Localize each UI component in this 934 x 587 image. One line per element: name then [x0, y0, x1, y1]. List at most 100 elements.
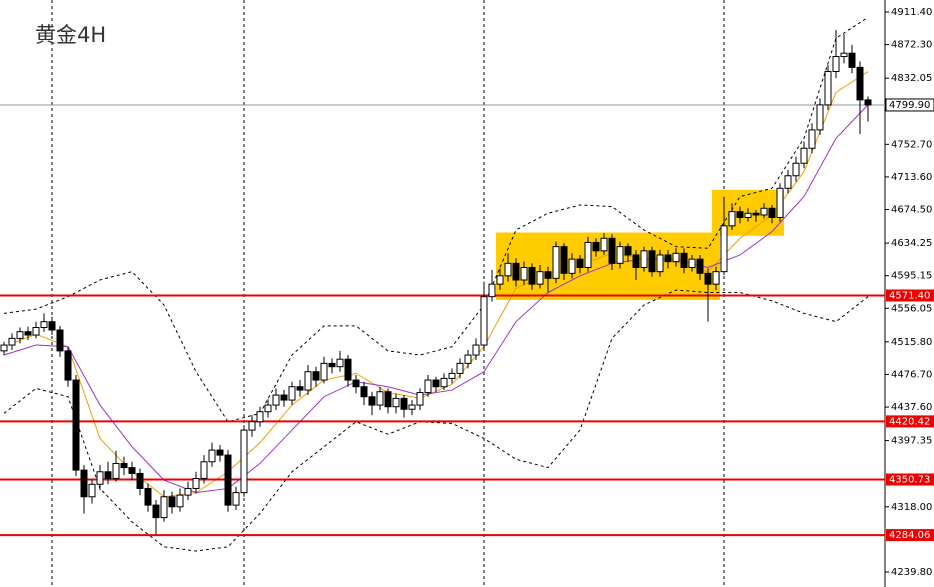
candle-body [752, 212, 760, 216]
candle-body [312, 371, 320, 381]
candle-body [744, 212, 752, 218]
candle-body [776, 187, 784, 218]
candle-body [360, 386, 368, 398]
candle-body [104, 471, 112, 479]
candle-body [384, 391, 392, 408]
candle-body [416, 392, 424, 406]
level-label: 4571.40 [889, 291, 930, 302]
candle-body [80, 469, 88, 498]
candle-body [680, 252, 688, 268]
candle-body [448, 372, 456, 379]
candle-body [672, 252, 680, 263]
candle-body [152, 504, 160, 519]
candle-body [88, 483, 96, 498]
candle-body [552, 246, 560, 279]
candle-body [112, 462, 120, 479]
candle-body [264, 404, 272, 413]
candle-body [784, 175, 792, 189]
candle-body [64, 350, 72, 381]
candle-body [0, 344, 8, 352]
candle-body [8, 337, 16, 346]
candle-body [720, 225, 728, 273]
candle-body [632, 254, 640, 268]
candle-body [712, 271, 720, 285]
level-label-bg [886, 473, 934, 486]
level-label: 4350.73 [889, 475, 930, 486]
candle-body [616, 246, 624, 264]
candle-body [128, 467, 136, 474]
candle-body [224, 454, 232, 506]
candle-body [72, 379, 80, 471]
candle-body [408, 404, 416, 410]
candle-body [240, 429, 248, 494]
y-tick-label: 4515.80 [891, 337, 932, 348]
candle-body [168, 496, 176, 508]
candle-body [832, 56, 840, 73]
level-label-bg [886, 529, 934, 542]
candle-body [160, 496, 168, 519]
candle-body [640, 250, 648, 268]
y-tick-label: 4832.05 [891, 73, 932, 84]
candle-body [608, 237, 616, 264]
candle-body [704, 272, 712, 285]
indicator-line [3, 71, 869, 498]
candle-body [208, 449, 216, 463]
level-label: 4420.42 [889, 416, 930, 427]
candle-body [192, 477, 200, 489]
candle-body [792, 162, 800, 177]
y-tick-label: 4713.60 [891, 172, 932, 183]
candle-body [656, 254, 664, 273]
y-tick-label: 4634.25 [891, 238, 932, 249]
candle-body [488, 283, 496, 298]
candle-body [352, 379, 360, 388]
level-label-bg [886, 415, 934, 428]
candle-body [216, 449, 224, 456]
y-tick-label: 4556.05 [891, 303, 932, 314]
y-tick-label: 4397.35 [891, 436, 932, 447]
candle-body [200, 461, 208, 479]
candle-body [648, 250, 656, 273]
level-label: 4284.06 [889, 530, 930, 541]
candle-body [336, 358, 344, 368]
candle-body [48, 321, 56, 331]
candle-body [280, 394, 288, 401]
candle-body [528, 266, 536, 285]
candle-body [232, 492, 240, 506]
last-price-label: 4799.90 [889, 100, 930, 111]
indicator-line [3, 104, 869, 494]
y-tick-label: 4752.70 [891, 139, 932, 150]
chart-title: 黄金4H [35, 23, 106, 47]
candle-body [584, 241, 592, 268]
candle-body [576, 258, 584, 268]
y-tick-label: 4318.00 [891, 502, 932, 513]
candle-body [328, 362, 336, 368]
candle-body [768, 207, 776, 218]
candle-body [176, 494, 184, 508]
indicator-line [3, 289, 869, 552]
candle-body [696, 258, 704, 274]
candle-body [688, 258, 696, 268]
candle-body [304, 371, 312, 391]
candle-body [664, 254, 672, 263]
level-label-bg [886, 289, 934, 302]
candle-body [480, 296, 488, 346]
y-tick-label: 4872.30 [891, 40, 932, 51]
y-tick-label: 4674.50 [891, 205, 932, 216]
candle-body [600, 237, 608, 252]
candle-body [400, 397, 408, 410]
candle-body [512, 262, 520, 281]
separators [51, 0, 725, 587]
candle-body [496, 275, 504, 285]
candle-body [760, 207, 768, 216]
candle-body [296, 386, 304, 391]
candle-body [456, 362, 464, 374]
candle-body [256, 411, 264, 423]
candle-body [536, 271, 544, 285]
candle-body [800, 147, 808, 164]
candle-body [24, 331, 32, 336]
indicator-line [3, 16, 869, 423]
candle-body [272, 394, 280, 406]
candle-body [184, 487, 192, 496]
candle-body [32, 327, 40, 336]
